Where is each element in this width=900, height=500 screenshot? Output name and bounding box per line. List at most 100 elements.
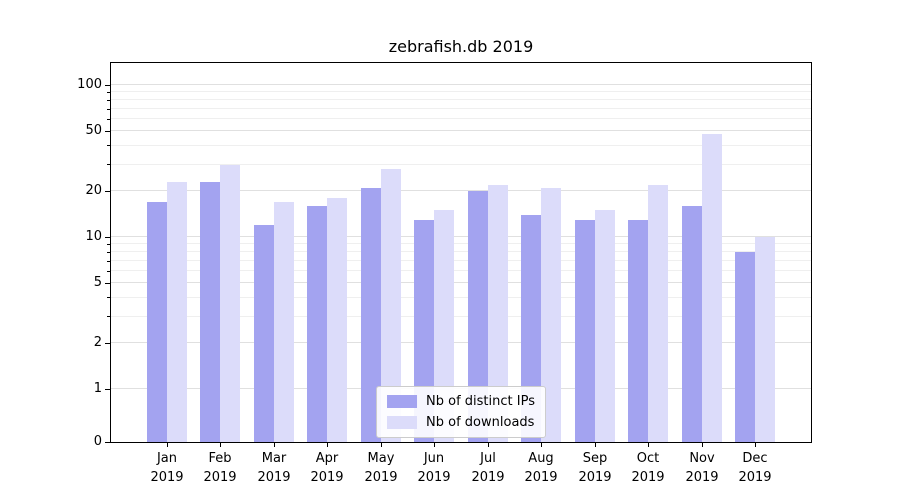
x-tick-label: Feb 2019 (203, 451, 237, 485)
gridline (111, 236, 811, 237)
y-tick-mark (105, 283, 110, 284)
bar-downloads (595, 210, 615, 442)
x-tick-mark (434, 443, 435, 447)
x-tick-label: Mar 2019 (257, 451, 291, 485)
y-tick-label: 20 (85, 183, 102, 198)
x-tick-mark (595, 443, 596, 447)
y-tick-mark (105, 131, 110, 132)
gridline-minor (111, 144, 811, 146)
bar-distinct-ips (468, 191, 488, 442)
legend-item-downloads: Nb of downloads (387, 415, 535, 430)
gridline (111, 281, 811, 283)
x-tick-mark (702, 443, 703, 447)
gridline (111, 84, 811, 85)
legend-item-distinct-ips: Nb of distinct IPs (387, 394, 535, 409)
y-tick-label: 50 (85, 123, 102, 138)
gridline-minor (111, 259, 811, 261)
bar-distinct-ips (735, 251, 755, 442)
y-tick-mark-minor (107, 109, 110, 110)
y-tick-label: 100 (77, 77, 102, 92)
y-tick-label: 10 (85, 229, 102, 244)
bar-downloads (541, 188, 561, 442)
gridline (111, 190, 811, 192)
gridline-minor (111, 243, 811, 244)
x-tick-mark (167, 443, 168, 447)
bar-downloads (488, 185, 508, 442)
y-tick-mark-minor (107, 297, 110, 298)
gridline-minor (111, 269, 811, 271)
x-tick-label: Aug 2019 (524, 451, 558, 485)
y-tick-mark-minor (107, 145, 110, 146)
x-tick-label: Jan 2019 (150, 451, 184, 485)
gridline-minor (111, 250, 811, 252)
legend-label-downloads: Nb of downloads (426, 415, 535, 430)
bar-downloads (167, 182, 187, 442)
x-tick-mark (488, 443, 489, 447)
bar-downloads (327, 198, 347, 442)
y-tick-mark-minor (107, 119, 110, 120)
gridline-minor (111, 163, 811, 165)
y-tick-mark-minor (107, 252, 110, 253)
y-tick-mark (105, 343, 110, 344)
plot-area (110, 62, 812, 443)
bar-distinct-ips (682, 206, 702, 442)
x-tick-mark (274, 443, 275, 447)
x-tick-mark (327, 443, 328, 447)
legend-label-distinct-ips: Nb of distinct IPs (426, 394, 535, 409)
x-tick-label: Apr 2019 (310, 451, 344, 485)
bar-downloads (648, 185, 668, 442)
y-tick-label: 5 (93, 275, 102, 290)
y-tick-mark (105, 442, 110, 443)
legend: Nb of distinct IPs Nb of downloads (376, 386, 546, 438)
gridline-minor (111, 117, 811, 119)
x-tick-mark (648, 443, 649, 447)
y-tick-label: 2 (93, 335, 102, 350)
x-tick-mark (220, 443, 221, 447)
x-tick-label: Jul 2019 (471, 451, 505, 485)
y-tick-mark (105, 389, 110, 390)
x-tick-label: May 2019 (364, 451, 398, 485)
bar-distinct-ips (361, 188, 381, 442)
gridline-minor (111, 98, 811, 100)
bar-downloads (755, 237, 775, 442)
x-tick-label: Jun 2019 (417, 451, 451, 485)
gridline (111, 342, 811, 344)
bar-distinct-ips (307, 206, 327, 442)
y-tick-mark-minor (107, 271, 110, 272)
y-tick-mark-minor (107, 100, 110, 101)
y-tick-mark (105, 191, 110, 192)
legend-swatch-distinct-ips (387, 395, 418, 408)
bar-downloads (434, 210, 454, 442)
bar-distinct-ips (254, 225, 274, 442)
x-tick-mark (541, 443, 542, 447)
gridline-minor (111, 296, 811, 298)
bar-downloads (702, 133, 722, 442)
gridline-minor (111, 91, 811, 92)
bar-distinct-ips (575, 219, 595, 442)
gridline-minor (111, 107, 811, 109)
bar-distinct-ips (200, 182, 220, 442)
bar-downloads (381, 169, 401, 442)
y-tick-mark-minor (107, 261, 110, 262)
bar-distinct-ips (628, 219, 648, 442)
x-tick-mark (381, 443, 382, 447)
x-tick-label: Nov 2019 (685, 451, 719, 485)
legend-swatch-downloads (387, 416, 418, 429)
gridline (111, 129, 811, 131)
y-tick-mark (105, 237, 110, 238)
y-tick-mark-minor (107, 244, 110, 245)
bar-downloads (274, 202, 294, 442)
x-tick-label: Dec 2019 (738, 451, 772, 485)
y-tick-label: 1 (93, 381, 102, 396)
y-tick-mark-minor (107, 92, 110, 93)
bar-distinct-ips (521, 214, 541, 442)
bar-distinct-ips (147, 202, 167, 442)
x-tick-label: Sep 2019 (578, 451, 612, 485)
y-tick-label: 0 (93, 434, 102, 449)
bar-downloads (220, 164, 240, 442)
y-tick-mark-minor (107, 316, 110, 317)
chart-title: zebrafish.db 2019 (388, 37, 534, 56)
x-tick-label: Oct 2019 (631, 451, 665, 485)
y-tick-mark (105, 85, 110, 86)
